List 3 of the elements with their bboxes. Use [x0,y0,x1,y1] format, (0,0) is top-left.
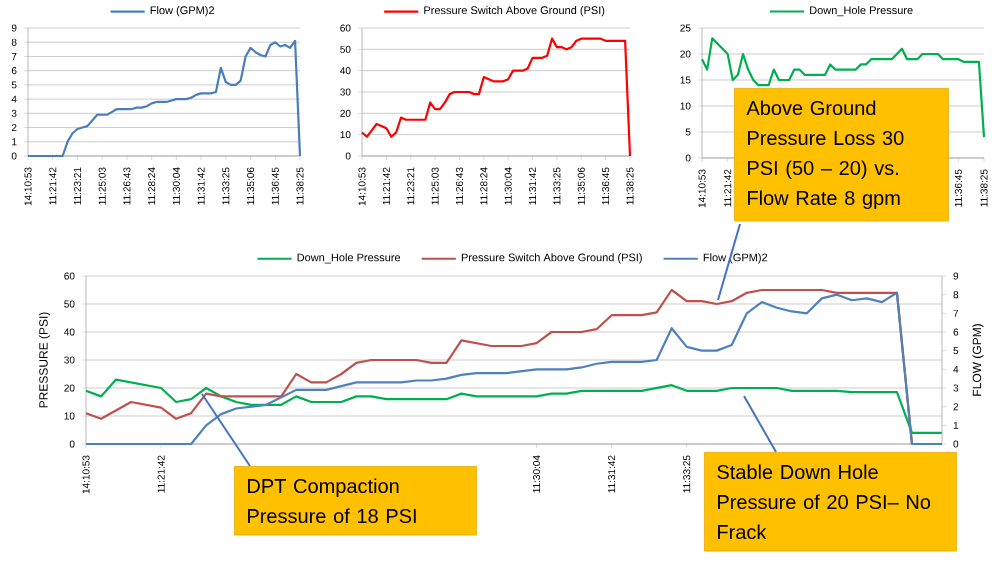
annotation: Above Ground Pressure Loss 30 PSI (50 – 20) vs. Flow Rate 8 gpm [746,100,904,210]
text: Stable Down Hole Pressure of 20 PSI– No Frack [717,464,931,540]
text: DPT Compaction Pressure of 18 PSI [248,478,416,524]
